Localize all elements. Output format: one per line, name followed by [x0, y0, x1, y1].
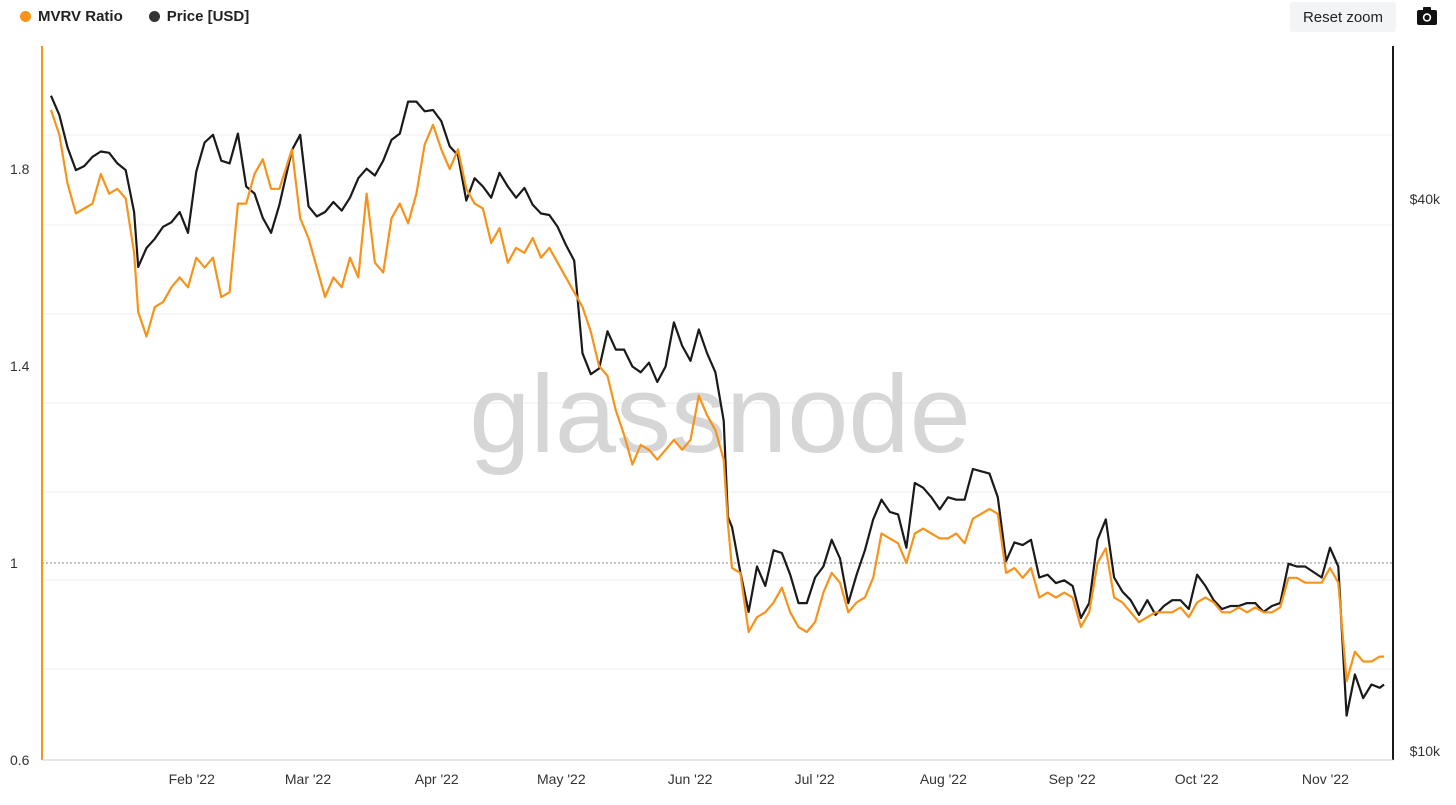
series-line-price-usd — [49, 95, 1385, 717]
x-tick-label: Apr '22 — [415, 771, 459, 787]
x-tick-label: Mar '22 — [285, 771, 331, 787]
legend-item-price[interactable]: Price [USD] — [148, 8, 250, 25]
camera-icon[interactable] — [1416, 6, 1438, 26]
x-tick-label: Feb '22 — [169, 771, 215, 787]
y-right-tick-label: $40k — [1410, 191, 1441, 207]
chart-legend: MVRV Ratio Price [USD] — [20, 8, 249, 25]
x-tick-label: Aug '22 — [920, 771, 967, 787]
series-layer — [49, 95, 1385, 717]
x-tick-label: Jul '22 — [795, 771, 835, 787]
axes — [41, 46, 1394, 761]
y-left-tick-label: 0.6 — [10, 752, 30, 768]
legend-label-price: Price [USD] — [166, 8, 250, 25]
camera-icon-graphic — [1417, 7, 1437, 25]
x-tick-label: May '22 — [537, 771, 586, 787]
legend-item-mvrv[interactable]: MVRV Ratio — [20, 8, 123, 25]
watermark-text: glassnode — [469, 353, 971, 476]
tick-labels: Feb '22 Mar '22 Apr '22 May '22 Jun '22 Jul '… — [10, 161, 1441, 787]
series-line-mvrv-ratio — [49, 109, 1384, 683]
reset-zoom-button[interactable]: Reset zoom — [1290, 2, 1396, 32]
x-tick-label: Nov '22 — [1302, 771, 1349, 787]
legend-dot-mvrv — [20, 11, 31, 22]
legend-dot-price — [148, 11, 160, 22]
y-left-tick-label: 1.4 — [10, 358, 30, 374]
y-left-tick-label: 1 — [10, 555, 18, 571]
x-tick-label: Jun '22 — [668, 771, 713, 787]
y-right-tick-label: $10k — [1410, 743, 1441, 759]
x-tick-label: Sep '22 — [1049, 771, 1096, 787]
legend-label-mvrv: MVRV Ratio — [38, 8, 123, 25]
x-tick-label: Oct '22 — [1175, 771, 1219, 787]
y-left-tick-label: 1.8 — [10, 161, 30, 177]
